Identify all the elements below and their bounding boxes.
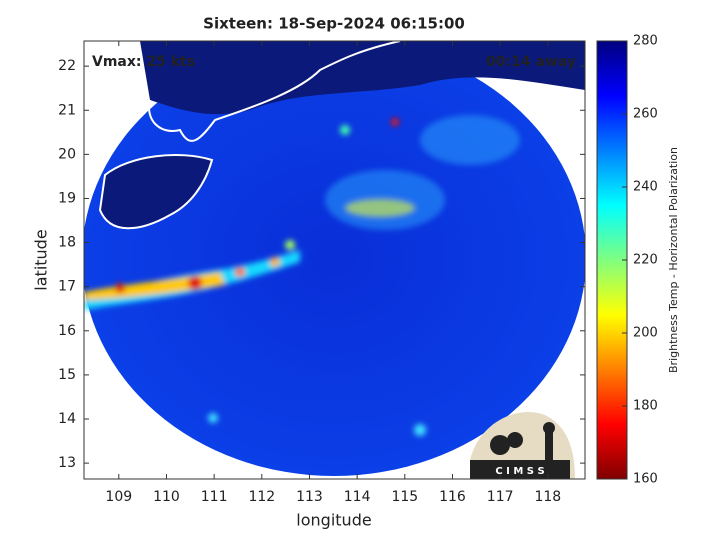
logo-text: C I M S S	[495, 466, 544, 477]
chart-title: Sixteen: 18-Sep-2024 06:15:00	[203, 15, 465, 33]
colorbar-tick-label: 180	[633, 399, 658, 414]
x-tick-label: 117	[487, 489, 514, 505]
x-tick-label: 114	[344, 489, 371, 505]
x-tick-label: 109	[105, 489, 132, 505]
x-tick-label: 116	[439, 489, 466, 505]
y-tick-label: 16	[58, 323, 76, 339]
x-tick-label: 118	[534, 489, 561, 505]
colorbar-tick-label: 280	[633, 34, 658, 49]
x-tick-label: 113	[296, 489, 323, 505]
y-tick-label: 21	[58, 102, 76, 118]
annotation: 00:14 away	[486, 54, 576, 70]
x-tick-label: 111	[201, 489, 228, 505]
colorbar-tick-label: 200	[633, 326, 658, 341]
cimss-logo: C I M S S	[470, 412, 575, 479]
colorbar-label: Brightness Temp - Horizontal Polarizatio…	[667, 147, 680, 373]
colorbar-tick-label: 240	[633, 180, 658, 195]
y-tick-label: 19	[58, 190, 76, 206]
y-tick-label: 14	[58, 411, 76, 427]
y-tick-label: 17	[58, 279, 76, 295]
y-axis-label: latitude	[32, 229, 51, 290]
y-tick-label: 22	[58, 58, 76, 74]
x-tick-label: 115	[391, 489, 418, 505]
y-tick-label: 15	[58, 367, 76, 383]
y-tick-label: 20	[58, 146, 76, 162]
axes-box	[83, 40, 586, 480]
y-tick-label: 13	[58, 455, 76, 471]
satellite-image: C I M S S	[84, 41, 585, 479]
colorbar-tick-label: 260	[633, 107, 658, 122]
x-tick-label: 112	[248, 489, 275, 505]
x-axis-label: longitude	[296, 511, 371, 530]
x-tick-label: 110	[153, 489, 180, 505]
annotation: Vmax: 25 kts	[92, 54, 195, 70]
colorbar-tick-label: 220	[633, 253, 658, 268]
colorbar-tick-label: 160	[633, 472, 658, 487]
y-tick-label: 18	[58, 235, 76, 251]
